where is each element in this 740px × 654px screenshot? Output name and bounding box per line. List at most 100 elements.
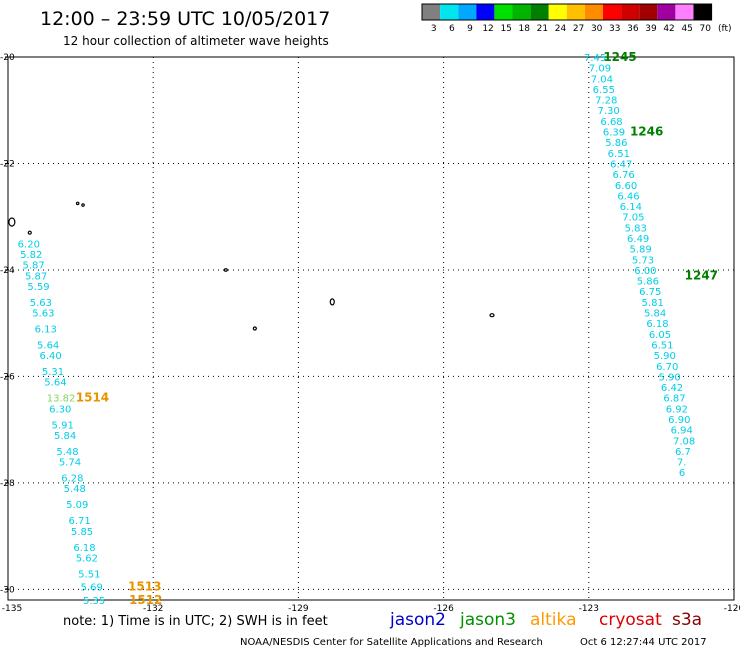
wave-height-label: 5.90 — [654, 351, 676, 362]
wave-height-label: 6.46 — [617, 191, 639, 202]
footer-timestamp: Oct 6 12:27:44 UTC 2017 — [580, 637, 707, 648]
grid-lines — [8, 57, 734, 600]
wave-height-label: 6.18 — [646, 319, 668, 330]
y-tick-label: -28 — [0, 479, 15, 489]
colorbar-swatch — [621, 4, 640, 20]
wave-height-label: 5.69 — [81, 583, 103, 594]
colorbar-swatch — [548, 4, 567, 20]
wave-height-label: 5.63 — [32, 309, 54, 320]
island-outline — [252, 326, 257, 331]
colorbar-border — [421, 3, 713, 21]
wave-height-label: 5.35 — [83, 596, 105, 607]
wave-height-label: 5.64 — [37, 340, 59, 351]
colorbar-swatch — [566, 4, 585, 20]
wave-height-label: 6.68 — [600, 117, 622, 128]
x-tick-label: -129 — [288, 604, 309, 614]
x-tick-label: -132 — [143, 604, 163, 614]
wave-height-label: 5.51 — [78, 569, 100, 580]
wave-height-label: 5.48 — [64, 484, 86, 495]
pass-time-label: 1513 — [128, 580, 161, 594]
wave-height-label: 5.64 — [44, 378, 66, 389]
colorbar-label: 45 — [681, 24, 692, 34]
colorbar-swatch — [657, 4, 676, 20]
satellite-legend: jason2 jason3 altika cryosat s3a — [389, 610, 702, 630]
island-outline — [8, 217, 16, 227]
colorbar-swatch — [494, 4, 513, 20]
colorbar-swatch — [639, 4, 658, 20]
colorbar-unit: (ft) — [718, 24, 732, 34]
wave-height-label: 5.63 — [30, 298, 52, 309]
plot-frame — [7, 56, 735, 601]
wave-height-label: 5.82 — [20, 250, 42, 261]
colorbar-swatch — [422, 4, 441, 20]
island-outline — [27, 230, 32, 235]
wave-height-label: 6.13 — [35, 325, 57, 336]
wave-height-label: 6.55 — [593, 85, 615, 96]
wave-height-label: 7. — [677, 458, 687, 469]
colorbar-label: 70 — [700, 24, 712, 34]
pass-time-label: 1246 — [630, 125, 663, 139]
wave-height-label: 5.87 — [23, 261, 45, 272]
colorbar-label: 24 — [555, 24, 567, 34]
colorbar-label: 39 — [645, 24, 657, 34]
wave-height-label: 6 — [679, 468, 685, 479]
colorbar-swatch — [584, 4, 603, 20]
colorbar-label: 21 — [537, 24, 548, 34]
track-west: 6.205.825.875.875.595.635.636.135.646.40… — [18, 239, 106, 607]
colorbar-label: 15 — [500, 24, 511, 34]
colorbar-label: 6 — [449, 24, 455, 34]
track-east: 7.457.097.046.557.287.306.686.395.866.51… — [584, 53, 695, 479]
wave-height-label: 6.00 — [634, 266, 656, 277]
colorbar-swatch — [458, 4, 477, 20]
wave-height-label: 6.42 — [661, 383, 683, 394]
y-tick-label: -20 — [0, 53, 15, 63]
colorbar-label: 3 — [431, 24, 437, 34]
wave-height-label: 7.30 — [598, 106, 620, 117]
colorbar-label: 42 — [663, 24, 674, 34]
colorbar-swatch — [476, 4, 495, 20]
wave-height-label: 5.90 — [658, 372, 680, 383]
wave-height-label: 6.20 — [18, 239, 40, 250]
wave-height-label: 6.28 — [61, 474, 83, 485]
wave-height-label: 6.49 — [627, 234, 649, 245]
colorbar-label: 12 — [482, 24, 493, 34]
wave-height-label: 6.39 — [603, 128, 625, 139]
y-tick-label: -22 — [0, 159, 15, 169]
wave-height-label: 7.09 — [589, 64, 611, 75]
colorbar-label: 33 — [609, 24, 620, 34]
wave-height-label: 5.81 — [642, 298, 664, 309]
wave-height-label: 5.74 — [59, 458, 81, 469]
island-outline — [223, 268, 228, 272]
wave-height-label: 6.76 — [613, 170, 635, 181]
wave-height-label: 6.94 — [671, 426, 693, 437]
colorbar-label: 36 — [627, 24, 639, 34]
colorbar-label: 27 — [573, 24, 584, 34]
colorbar: 3 6 9 12 15 18 21 24 27 30 33 36 39 42 45 70 (ft) — [421, 3, 732, 34]
pass-time-label: 1512 — [129, 593, 162, 607]
wave-height-label: 7.08 — [673, 436, 695, 447]
colorbar-swatch — [693, 4, 712, 20]
wave-height-label: 6.51 — [651, 340, 673, 351]
wave-height-label: 5.91 — [52, 420, 74, 431]
x-tick-label: -120 — [724, 604, 740, 614]
wave-height-label: 6.51 — [608, 149, 630, 160]
chart-subtitle: 12 hour collection of altimeter wave hei… — [63, 34, 329, 48]
pass-time-label: 1245 — [603, 50, 636, 64]
wave-height-label: 6.7 — [675, 447, 691, 458]
wave-height-label: 7.28 — [595, 96, 617, 107]
satellite-legend-altika: altika — [530, 610, 577, 630]
satellite-legend-jason3: jason3 — [459, 610, 516, 630]
island-outline — [329, 298, 335, 306]
footer-note: note: 1) Time is in UTC; 2) SWH is in fe… — [63, 614, 328, 629]
islands — [8, 201, 495, 331]
satellite-legend-cryosat: cryosat — [599, 610, 662, 630]
satellite-tracks: 7.457.097.046.557.287.306.686.395.866.51… — [18, 53, 696, 607]
colorbar-swatch — [440, 4, 459, 20]
wave-height-label: 6.40 — [39, 351, 61, 362]
wave-height-label: 5.09 — [66, 500, 88, 511]
wave-height-label: 7.45 — [584, 53, 606, 64]
colorbar-swatch — [603, 4, 622, 20]
